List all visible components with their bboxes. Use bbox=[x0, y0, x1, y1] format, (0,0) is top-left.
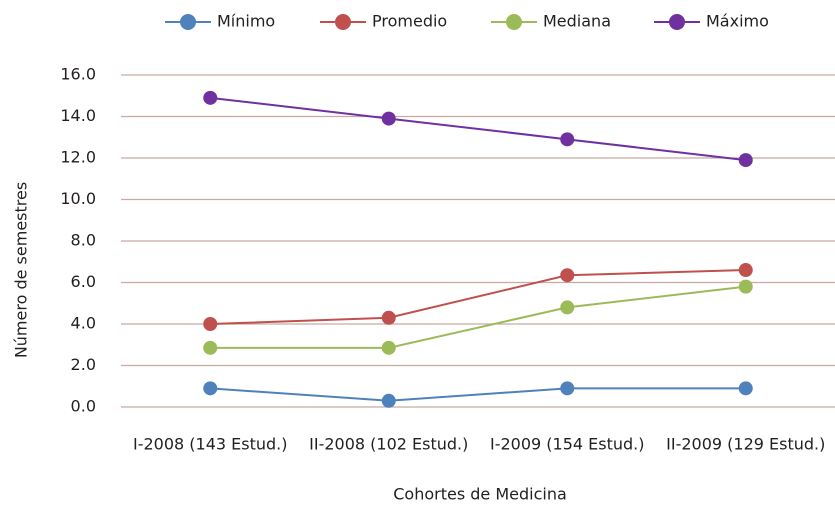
series-line bbox=[210, 96, 746, 162]
data-point bbox=[203, 340, 218, 355]
x-tick-label: I-2008 (143 Estud.) bbox=[133, 435, 288, 454]
data-point bbox=[560, 300, 575, 315]
y-axis-title: Número de semestres bbox=[12, 182, 31, 358]
legend-label: Mediana bbox=[543, 12, 611, 31]
x-axis-title: Cohortes de Medicina bbox=[393, 485, 567, 504]
y-tick-label: 14.0 bbox=[60, 106, 96, 125]
y-tick-label: 6.0 bbox=[71, 272, 96, 291]
data-point bbox=[381, 340, 396, 355]
series-line bbox=[210, 387, 746, 402]
data-point bbox=[381, 393, 396, 408]
legend-marker bbox=[335, 14, 351, 30]
y-tick-label: 4.0 bbox=[71, 314, 96, 333]
data-point bbox=[738, 381, 753, 396]
y-tick-label: 16.0 bbox=[60, 65, 96, 84]
data-point bbox=[738, 263, 753, 278]
data-point bbox=[560, 381, 575, 396]
legend-marker bbox=[180, 14, 196, 30]
legend-label: Promedio bbox=[372, 12, 447, 31]
data-point bbox=[738, 279, 753, 294]
series-line bbox=[210, 285, 746, 349]
data-point bbox=[203, 381, 218, 396]
y-tick-label: 8.0 bbox=[71, 231, 96, 250]
series-line bbox=[210, 269, 746, 325]
data-point bbox=[203, 317, 218, 331]
y-tick-label: 10.0 bbox=[60, 189, 96, 208]
x-tick-label: I-2009 (154 Estud.) bbox=[490, 435, 645, 454]
data-point bbox=[203, 90, 218, 105]
y-tick-label: 2.0 bbox=[71, 355, 96, 374]
data-point bbox=[381, 111, 396, 126]
y-tick-label: 0.0 bbox=[71, 397, 96, 416]
legend-marker bbox=[669, 14, 685, 30]
y-tick-label: 12.0 bbox=[60, 148, 96, 167]
x-tick-label: II-2009 (129 Estud.) bbox=[666, 435, 825, 454]
x-tick-label: II-2008 (102 Estud.) bbox=[309, 435, 468, 454]
data-point bbox=[738, 153, 753, 168]
data-point bbox=[560, 132, 575, 147]
legend-marker bbox=[506, 14, 522, 30]
data-point bbox=[381, 310, 396, 325]
legend-label: Mínimo bbox=[217, 12, 275, 31]
legend-label: Máximo bbox=[706, 12, 769, 31]
data-point bbox=[560, 268, 575, 283]
